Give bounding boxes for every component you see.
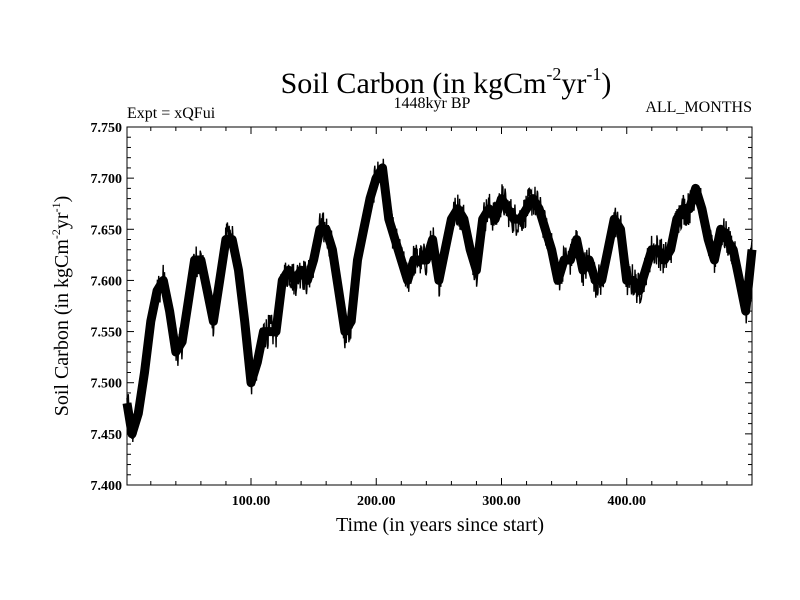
chart-subtitle: 1448kyr BP xyxy=(394,95,471,112)
series-noise-0 xyxy=(126,158,753,443)
x-axis-label: Time (in years since start) xyxy=(336,514,544,536)
chart-title: Soil Carbon (in kgCm-2yr-1) xyxy=(281,64,612,100)
x-tick-label: 200.00 xyxy=(357,494,396,509)
series-group xyxy=(122,158,757,443)
y-tick-label: 7.450 xyxy=(91,428,123,443)
plot-frame xyxy=(126,126,753,486)
experiment-label: Expt = xQFui xyxy=(127,105,216,122)
y-tick-label: 7.600 xyxy=(91,274,123,289)
y-tick-label: 7.500 xyxy=(91,377,123,392)
y-tick-label: 7.650 xyxy=(91,223,123,238)
months-label: ALL_MONTHS xyxy=(645,99,752,116)
tick-group: 100.00 200.00 300.00 400.00 7.400 7.450 7.500 7… xyxy=(91,121,752,509)
y-tick-label: 7.400 xyxy=(91,479,123,494)
x-tick-label: 100.00 xyxy=(232,494,271,509)
y-axis-label: Soil Carbon (in kgCm-2yr-1) xyxy=(49,196,73,417)
y-tick-label: 7.750 xyxy=(91,121,123,136)
y-tick-label: 7.550 xyxy=(91,326,123,341)
series-line-0 xyxy=(122,163,757,439)
x-tick-label: 300.00 xyxy=(482,494,521,509)
x-tick-label: 400.00 xyxy=(607,494,646,509)
y-tick-label: 7.700 xyxy=(91,172,123,187)
